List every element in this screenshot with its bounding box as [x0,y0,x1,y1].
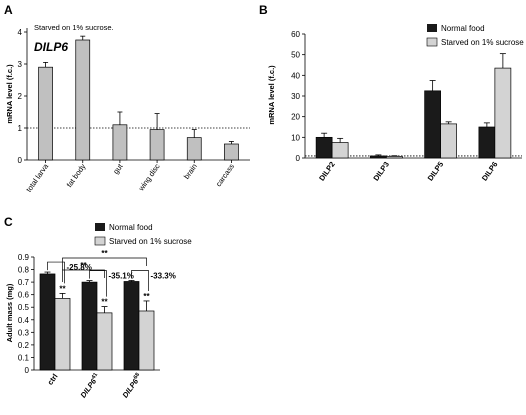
panel-c-percent-change: -35.1% [109,272,134,281]
panel-c-category-superscript: 41 [91,372,99,380]
panel-b-bar [315,136,333,159]
panel-c-ytick-label: 0.7 [18,278,30,287]
panel-b-bar [478,126,496,159]
panel-c-significance-stars: ** [101,298,108,307]
panel-c-comparison-bracket [89,270,107,297]
panel-c-legend-swatch-normal [95,223,105,231]
panel-a-bar [224,143,239,161]
panel-c-bar [138,310,155,371]
panel-a-note: Starved on 1% sucrose. [34,23,114,32]
panel-c-ytick-label: 0.9 [18,253,30,262]
panel-b-category-label: DILP6 [480,160,500,183]
panel-a-category-label: gut [111,161,125,175]
panel-b-ytick-label: 30 [291,92,300,101]
panel-c-legend-swatch-starved [94,236,106,246]
panel-b-category-label: DILP5 [426,160,446,183]
panel-a-bar [75,39,91,161]
panel-a-bar [186,137,202,161]
panel-c-bar [96,312,113,371]
panel-b-ylabel: mRNA level (f.c.) [267,65,276,125]
panel-b-category-label: DILP2 [317,160,337,183]
panel-c-ytick-label: 0.3 [18,328,30,337]
panel-b-ytick-label: 60 [291,30,300,39]
panel-a-ylabel: mRNA level (f.c.) [5,64,14,124]
panel-b-ytick-label: 10 [291,133,300,142]
panel-b-ytick-label: 50 [291,51,300,60]
panel-c-category-superscript: 68 [133,372,141,380]
panel-c-between-stars: ** [80,261,87,270]
panel-b-letter: B [259,3,268,17]
panel-a-ytick-label: 3 [18,60,23,69]
panel-c-between-bracket [62,269,105,282]
panel-a-category-label: total larva [24,161,50,193]
panel-a-ytick-label: 4 [18,28,23,37]
panel-c-ytick-label: 0.4 [18,316,30,325]
panel-c-ylabel: Adult mass (mg) [5,283,14,342]
panel-b-ytick-label: 0 [296,154,301,163]
panel-c-ytick-label: 0.5 [18,303,30,312]
panel-c-letter: C [4,215,13,229]
panel-a-gene-title: DILP6 [34,40,68,54]
chart-marks: 0 1 2 3 4 total larva fat body gut wing disc brai… [18,28,522,400]
panel-c-between-stars: ** [101,249,108,258]
panel-b-bar [331,142,349,159]
panel-c-between-bracket [62,257,147,270]
panel-c-category-base: ctrl [46,372,60,387]
panel-c-bar [54,298,71,371]
panel-b-legend-label-normal: Normal food [441,24,485,33]
panel-a-bar [38,66,53,161]
panel-c-bar [81,281,98,371]
panel-a-bar [112,124,128,161]
panel-c-legend: Normal food Starved on 1% sucrose [94,223,192,246]
panel-a-ytick-label: 1 [18,124,23,133]
panel-b-legend-label-starved: Starved on 1% sucrose [441,38,524,47]
panel-b-bar [386,155,403,159]
panel-b-legend-swatch-normal [427,24,437,32]
panel-b-ytick-label: 20 [291,113,300,122]
panel-c-significance-stars: ** [143,292,150,301]
panel-a-letter: A [4,3,13,17]
panel-c-percent-change: -25.8% [67,263,92,272]
panel-c-ytick-label: 0 [25,366,30,375]
panel-c-ytick-label: 0.8 [18,266,30,275]
panel-a-ytick-label: 0 [18,156,23,165]
panel-a-bar [149,129,165,161]
panel-c-bar [123,281,140,371]
panel-b-bar [370,155,387,159]
panel-b-bar [424,90,441,159]
panel-c-legend-label-starved: Starved on 1% sucrose [109,237,192,246]
panel-a-category-label: brain [182,162,199,181]
panel-b-ytick-label: 40 [291,71,300,80]
panel-c-legend-label-normal: Normal food [109,223,153,232]
panel-c-percent-change: -33.3% [151,271,176,280]
panel-c-comparison-bracket [47,261,65,284]
panel-c-ytick-label: 0.6 [18,291,30,300]
panel-b-category-label: DILP3 [371,160,391,183]
panel-a-category-label: fat body [65,162,88,189]
panel-c-category-label: ctrl [46,372,60,387]
panel-c-significance-stars: ** [59,284,66,293]
panel-b-legend-swatch-starved [426,37,438,47]
panel-b-bar [494,67,512,159]
panel-a-category-label: wing disc [136,162,162,193]
panel-c-ytick-label: 0.1 [18,353,30,362]
panel-c-category-label: DILP641 [79,372,102,400]
panel-a-category-label: carcass [214,162,236,189]
panel-b-bar [440,123,457,159]
panel-c-category-label: DILP668 [121,372,144,400]
panel-c-comparison-bracket [131,270,149,291]
panel-c-bar [39,273,56,371]
panel-b-legend: Normal food Starved on 1% sucrose [426,24,524,47]
panel-a-ytick-label: 2 [18,92,23,101]
panel-c-ytick-label: 0.2 [18,341,30,350]
